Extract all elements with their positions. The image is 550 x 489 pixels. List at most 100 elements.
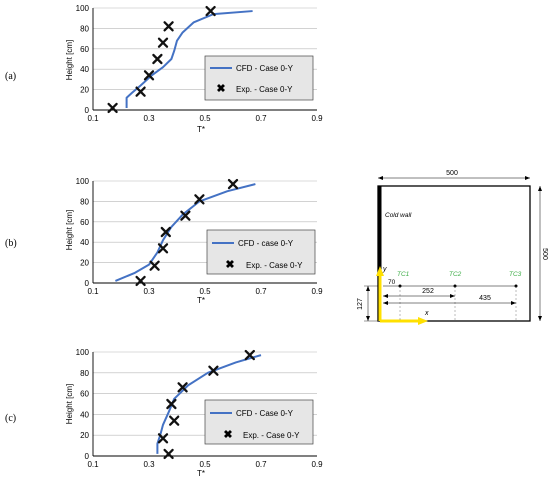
y-tick-label-c-1: 20 bbox=[80, 431, 89, 440]
x-tick-label-b-1: 0.3 bbox=[143, 287, 155, 296]
cavity-diagram: 500 500 Cold wall y x TC1 TC2 TC3 bbox=[357, 170, 548, 325]
tc1-label: TC1 bbox=[397, 271, 410, 278]
top-dimension-arrow-right bbox=[525, 176, 530, 180]
side-dimension-label: 500 bbox=[541, 248, 548, 260]
chart-panel-b: (b) Height [cm] T* 0 20 40 60 80 100 0.1 0.3 0.5… bbox=[5, 177, 323, 305]
y-tick-label-c-3: 60 bbox=[80, 390, 89, 399]
y-axis-arrowhead bbox=[376, 266, 384, 276]
cold-wall-label: Cold wall bbox=[385, 212, 412, 219]
x-axis-arrowhead bbox=[418, 317, 428, 325]
y-tick-label-a-2: 40 bbox=[80, 65, 89, 74]
chart-panel-c: (c) Height [cm] T* 0 20 40 60 80 100 0.1 0.3 0.5… bbox=[5, 348, 323, 478]
dim-435-label: 435 bbox=[479, 295, 491, 302]
x-tick-label-a-4: 0.9 bbox=[311, 114, 323, 123]
y-tick-label-a-5: 100 bbox=[76, 4, 90, 13]
dim-435-arrow-left bbox=[383, 301, 388, 305]
legend-label-marker-b: Exp. - Case 0-Y bbox=[246, 261, 303, 270]
x-tick-label-c-2: 0.5 bbox=[199, 460, 211, 469]
exp-marker-c-3 bbox=[166, 398, 177, 410]
exp-marker-a-1 bbox=[135, 86, 146, 97]
exp-marker-c-0 bbox=[163, 448, 174, 460]
y-tick-label-c-2: 40 bbox=[80, 410, 89, 419]
cfd-line-a bbox=[125, 10, 253, 108]
side-dimension-arrow-top bbox=[538, 186, 542, 191]
x-tick-label-c-0: 0.1 bbox=[87, 460, 99, 469]
tc2-label: TC2 bbox=[449, 271, 462, 278]
exp-marker-c-6 bbox=[244, 349, 255, 361]
exp-marker-b-6 bbox=[227, 178, 239, 190]
x-tick-label-a-2: 0.5 bbox=[199, 114, 211, 123]
dim-127-label: 127 bbox=[357, 298, 364, 310]
y-axis-title-b: Height [cm] bbox=[65, 210, 74, 250]
dim-252-label: 252 bbox=[422, 288, 434, 295]
panel-label-b: (b) bbox=[5, 238, 17, 249]
legend-label-marker-a: Exp. - Case 0-Y bbox=[236, 85, 293, 94]
y-tick-label-b-3: 60 bbox=[80, 218, 89, 227]
x-tick-label-a-1: 0.3 bbox=[143, 114, 155, 123]
tc3-label: TC3 bbox=[509, 271, 522, 278]
legend-label-line-a: CFD - Case 0-Y bbox=[236, 64, 294, 73]
dim-435-arrow-right bbox=[511, 301, 516, 305]
x-tick-label-c-1: 0.3 bbox=[143, 460, 155, 469]
x-tick-label-a-3: 0.7 bbox=[255, 114, 267, 123]
x-axis-symbol: x bbox=[424, 310, 429, 317]
chart-panel-a: (a) Height [cm] T* 0 20 40 60 80 100 0.1 0.3 0.5… bbox=[5, 4, 323, 134]
exp-marker-c-1 bbox=[157, 433, 169, 444]
y-axis-symbol: y bbox=[382, 266, 387, 273]
y-tick-label-b-5: 100 bbox=[76, 177, 90, 186]
y-tick-label-a-1: 20 bbox=[80, 86, 89, 95]
exp-marker-b-3 bbox=[160, 226, 171, 238]
x-tick-label-a-0: 0.1 bbox=[87, 114, 99, 123]
exp-marker-c-4 bbox=[177, 382, 188, 393]
x-axis-title-c: T* bbox=[197, 469, 205, 478]
legend-label-line-c: CFD - Case 0-Y bbox=[236, 409, 294, 418]
legend-a: CFD - Case 0-Y ✖ Exp. - Case 0-Y bbox=[204, 55, 314, 101]
exp-marker-a-0 bbox=[107, 102, 118, 114]
exp-marker-b-5 bbox=[194, 194, 205, 205]
top-dimension-arrow-left bbox=[378, 176, 383, 180]
x-tick-label-b-4: 0.9 bbox=[311, 287, 323, 296]
x-tick-label-b-0: 0.1 bbox=[87, 287, 99, 296]
x-tick-label-c-3: 0.7 bbox=[255, 460, 267, 469]
dim-70-label: 70 bbox=[388, 279, 396, 286]
y-tick-label-b-0: 0 bbox=[85, 279, 90, 288]
dim-252-arrow-left bbox=[383, 294, 388, 298]
exp-marker-a-4 bbox=[157, 37, 169, 48]
cold-wall bbox=[378, 186, 382, 321]
side-dimension-arrow-bottom bbox=[538, 316, 542, 321]
legend-label-line-b: CFD - case 0-Y bbox=[238, 239, 294, 248]
x-axis-title-b: T* bbox=[197, 296, 205, 305]
cavity-outline bbox=[377, 185, 531, 322]
x-tick-label-c-4: 0.9 bbox=[311, 460, 323, 469]
y-tick-label-a-4: 80 bbox=[80, 24, 89, 33]
y-tick-label-b-1: 20 bbox=[80, 259, 89, 268]
legend-label-marker-c: Exp. - Case 0-Y bbox=[243, 431, 300, 440]
x-axis-title-a: T* bbox=[197, 125, 205, 134]
panel-label-c: (c) bbox=[5, 413, 16, 424]
x-tick-label-b-2: 0.5 bbox=[199, 287, 211, 296]
dim-127-arrow-bottom bbox=[366, 316, 370, 321]
y-tick-label-a-0: 0 bbox=[85, 106, 90, 115]
legend-c: CFD - Case 0-Y ✖ Exp. - Case 0-Y bbox=[204, 399, 314, 445]
y-tick-label-c-5: 100 bbox=[76, 348, 90, 357]
exp-marker-b-4 bbox=[180, 210, 191, 221]
exp-marker-c-5 bbox=[208, 365, 219, 376]
x-tick-label-b-3: 0.7 bbox=[255, 287, 267, 296]
dim-127-arrow-top bbox=[366, 286, 370, 291]
y-tick-label-c-4: 80 bbox=[80, 369, 89, 378]
legend-box-c bbox=[204, 399, 314, 445]
legend-x-marker-c: ✖ bbox=[223, 429, 232, 441]
panel-label-a: (a) bbox=[5, 71, 16, 82]
legend-x-marker-b: ✖ bbox=[225, 259, 234, 271]
y-tick-label-b-4: 80 bbox=[80, 197, 89, 206]
y-tick-label-a-3: 60 bbox=[80, 45, 89, 54]
exp-marker-a-5 bbox=[163, 21, 174, 32]
legend-b: CFD - case 0-Y ✖ Exp. - Case 0-Y bbox=[206, 229, 316, 275]
dim-252-arrow-right bbox=[450, 294, 455, 298]
top-dimension-label: 500 bbox=[446, 170, 458, 177]
exp-marker-b-1 bbox=[149, 260, 160, 271]
exp-marker-b-2 bbox=[157, 243, 169, 254]
legend-box-a bbox=[204, 55, 314, 101]
y-tick-label-b-2: 40 bbox=[80, 238, 89, 247]
